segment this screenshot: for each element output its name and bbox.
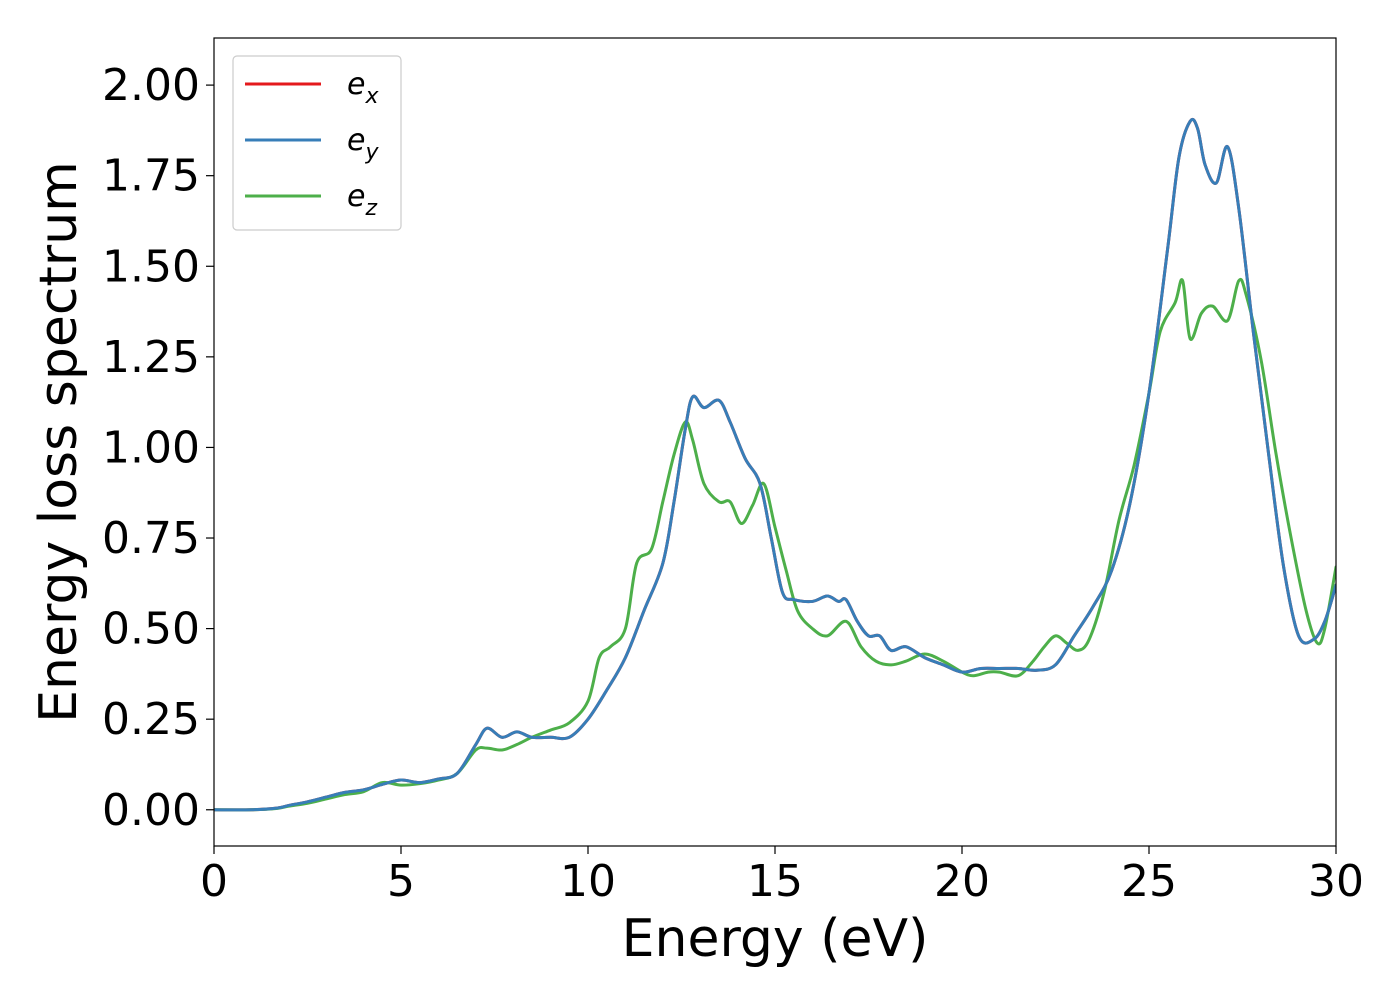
x-tick-label: 20 bbox=[934, 856, 990, 907]
legend-frame bbox=[232, 55, 402, 231]
x-tick-label: 10 bbox=[560, 856, 616, 907]
x-tick-label: 15 bbox=[747, 856, 803, 907]
x-tick-label: 30 bbox=[1308, 856, 1364, 907]
legend-label-subscript: y bbox=[364, 140, 379, 165]
y-tick-label: 1.25 bbox=[102, 332, 200, 383]
legend-label-subscript: z bbox=[364, 196, 377, 221]
x-tick-label: 0 bbox=[200, 856, 228, 907]
y-tick-label: 1.00 bbox=[102, 422, 200, 473]
series-layer bbox=[214, 117, 1336, 812]
legend-label-ey: ey bbox=[347, 123, 379, 165]
legend-label-base: e bbox=[347, 179, 365, 214]
y-tick-label: 0.25 bbox=[102, 694, 200, 745]
y-tick-label: 1.50 bbox=[102, 241, 200, 292]
y-tick-label: 0.00 bbox=[102, 785, 200, 836]
y-tick-label: 1.75 bbox=[102, 151, 200, 202]
series-line-ez bbox=[214, 277, 1336, 812]
legend-label-subscript: x bbox=[364, 84, 379, 109]
legend-label-ez: ez bbox=[347, 179, 377, 221]
series-line-ey bbox=[214, 117, 1336, 812]
y-axis-title: Energy loss spectrum bbox=[29, 161, 89, 723]
legend-label-ex: ex bbox=[347, 67, 379, 109]
y-axis: 0.00 0.25 0.50 0.75 1.00 1.25 1.50 1.75 2.00 bbox=[102, 60, 214, 836]
x-tick-label: 5 bbox=[387, 856, 415, 907]
y-tick-label: 0.75 bbox=[102, 513, 200, 564]
y-tick-label: 2.00 bbox=[102, 60, 200, 111]
x-tick-label: 25 bbox=[1121, 856, 1177, 907]
y-tick-label: 0.50 bbox=[102, 604, 200, 655]
x-axis-title: Energy (eV) bbox=[622, 909, 929, 969]
x-axis: 0 5 10 15 20 25 30 bbox=[200, 846, 1364, 907]
legend-label-base: e bbox=[347, 67, 365, 102]
legend-label-base: e bbox=[347, 123, 365, 158]
